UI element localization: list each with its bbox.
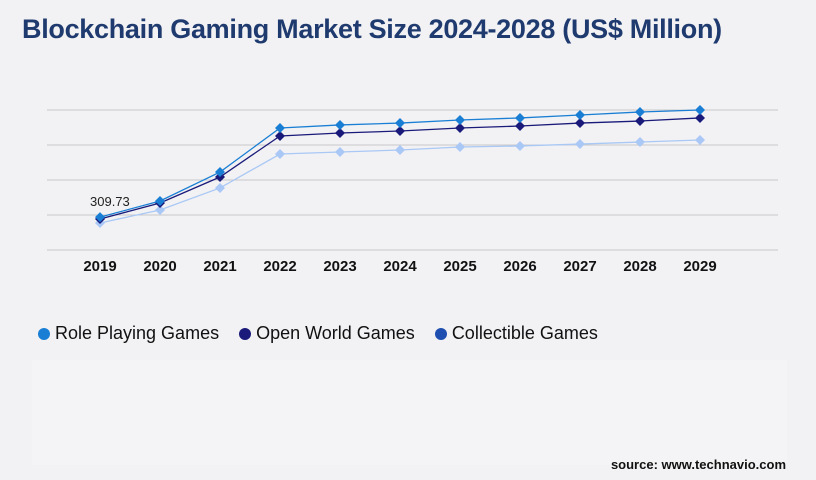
data-point (515, 112, 525, 123)
data-point (155, 196, 165, 206)
legend-item: Role Playing Games (38, 323, 219, 344)
data-point (635, 107, 645, 118)
x-tick-label: 2029 (683, 258, 716, 275)
x-tick-label: 2019 (83, 258, 116, 275)
data-point (395, 144, 405, 155)
x-tick-label: 2022 (263, 258, 296, 275)
data-point (215, 167, 225, 178)
legend-label: Open World Games (256, 323, 415, 343)
data-point (575, 109, 585, 120)
data-point (455, 114, 465, 125)
data-point (575, 139, 585, 150)
x-tick-label: 2028 (623, 258, 656, 275)
data-point (335, 128, 345, 139)
data-point (695, 135, 705, 146)
legend-label: Role Playing Games (55, 323, 220, 343)
data-point (275, 123, 285, 134)
data-point (395, 126, 405, 136)
legend-label: Collectible Games (451, 323, 598, 343)
legend-marker-icon (38, 327, 50, 340)
data-point (695, 105, 705, 115)
data-point (395, 118, 405, 129)
legend-item: Collectible Games (434, 323, 598, 344)
data-point (695, 112, 705, 123)
data-point (635, 137, 645, 148)
line-chart: 2019 2020 2021 2022 2023 2024 2025 2026 2027 2028… (47, 105, 778, 275)
chart-title: Blockchain Gaming Market Size 2024-2028 … (22, 14, 722, 44)
data-point (275, 149, 285, 160)
x-tick-label: 2023 (323, 258, 356, 275)
data-point (275, 130, 285, 141)
legend-item: Open World Games (239, 323, 415, 344)
data-point (335, 119, 345, 130)
legend-marker-icon (434, 327, 447, 340)
data-point (95, 212, 105, 223)
legend: Role Playing Games Open World Games Collec… (38, 323, 598, 344)
data-point (515, 140, 525, 151)
data-point (155, 205, 165, 216)
x-tick-label: 2020 (143, 258, 176, 275)
data-point (335, 147, 345, 157)
x-tick-label: 2024 (383, 258, 417, 275)
x-tick-label: 2027 (563, 258, 596, 275)
source-label: source: www.technavio.com (610, 457, 786, 472)
x-tick-label: 2025 (443, 258, 476, 275)
data-point (455, 142, 465, 153)
legend-panel (32, 360, 787, 465)
data-point (635, 116, 645, 127)
data-point (215, 182, 225, 193)
data-point (575, 118, 585, 129)
data-label: 309.73 (90, 194, 130, 209)
x-tick-label: 2021 (203, 258, 236, 275)
legend-marker-icon (239, 327, 252, 340)
x-tick-label: 2026 (503, 258, 536, 275)
data-point (515, 121, 525, 132)
data-point (455, 123, 465, 134)
